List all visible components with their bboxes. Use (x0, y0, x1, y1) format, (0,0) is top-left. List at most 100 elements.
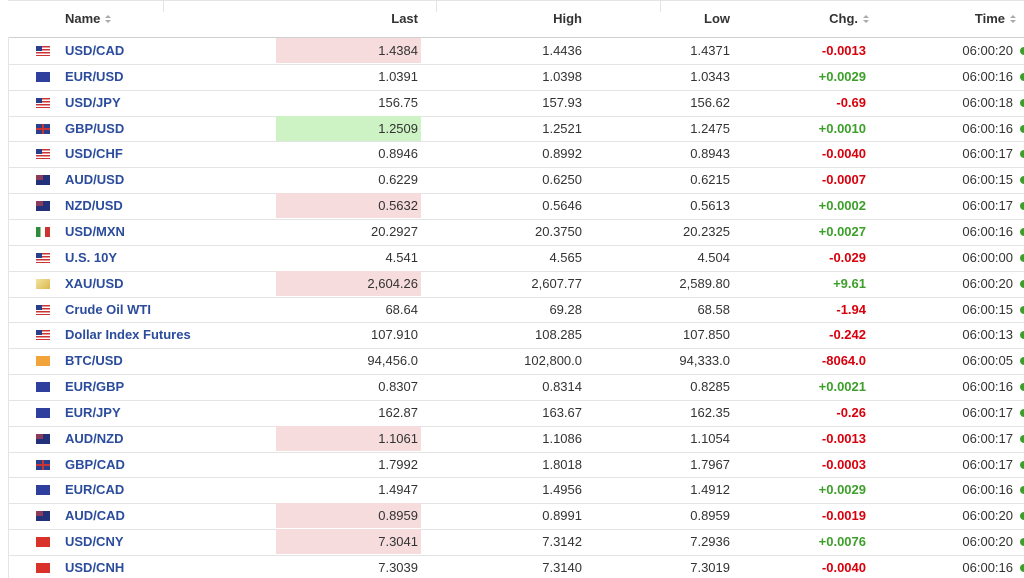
flag-icon (36, 97, 50, 108)
cell: 157.93 (542, 94, 582, 110)
cell: 06:00:16 (962, 379, 1013, 395)
change: -0.69 (836, 94, 866, 110)
column-header[interactable]: Chg. (740, 0, 870, 37)
column-header[interactable]: Time (880, 0, 1017, 37)
instrument-name[interactable]: GBP/USD (65, 120, 125, 136)
cell: 06:00:17 (962, 404, 1013, 420)
flag-icon (36, 459, 50, 470)
cell: 1.4912 (690, 482, 730, 498)
flag-icon (36, 511, 50, 522)
column-header[interactable]: Last (391, 11, 418, 26)
column-header[interactable]: Low (704, 11, 730, 26)
cell: 0.8943 (690, 146, 730, 162)
row-line (8, 477, 1024, 479)
cell: 7.2936 (690, 534, 730, 550)
flag-icon (36, 175, 50, 186)
instrument-name[interactable]: EUR/JPY (65, 404, 121, 420)
cell: 2,589.80 (679, 275, 730, 291)
sort-icon[interactable] (858, 11, 870, 26)
column-header[interactable]: Name (65, 0, 265, 37)
cell: 1.8018 (542, 456, 582, 472)
instrument-name[interactable]: EUR/GBP (65, 379, 125, 395)
status-dot (1020, 124, 1024, 133)
change: -0.0013 (821, 43, 866, 58)
row-line (8, 399, 1024, 401)
cell: 0.8307 (378, 379, 418, 395)
change: -1.94 (836, 301, 866, 317)
last-highlight (276, 529, 421, 555)
instrument-name[interactable]: AUD/USD (65, 172, 125, 188)
instrument-name[interactable]: USD/CAD (65, 43, 125, 58)
last-highlight (276, 193, 421, 219)
cell: 1.1086 (542, 430, 582, 446)
instrument-name[interactable]: NZD/USD (65, 198, 123, 214)
cell: 06:00:20 (962, 275, 1013, 291)
status-dot (1020, 383, 1024, 392)
cell: 06:00:16 (962, 560, 1013, 575)
cell: 0.5632 (378, 198, 418, 214)
instrument-name[interactable]: AUD/CAD (65, 508, 125, 524)
cell: 4.504 (697, 249, 730, 265)
cell: 0.6229 (378, 172, 418, 188)
row-line (8, 451, 1024, 453)
row-line (8, 89, 1024, 91)
instrument-name[interactable]: GBP/CAD (65, 456, 125, 472)
status-dot (1020, 486, 1024, 495)
instrument-name[interactable]: Dollar Index Futures (65, 327, 191, 343)
instrument-name[interactable]: USD/MXN (65, 223, 125, 239)
instrument-name[interactable]: USD/JPY (65, 94, 121, 110)
instrument-name[interactable]: XAU/USD (65, 275, 124, 291)
instrument-name[interactable]: Crude Oil WTI (65, 301, 151, 317)
cell: 1.2475 (690, 120, 730, 136)
cell: 69.28 (549, 301, 582, 317)
cell: 1.7992 (378, 456, 418, 472)
cell: 06:00:17 (962, 456, 1013, 472)
status-dot (1020, 150, 1024, 159)
instrument-name[interactable]: EUR/CAD (65, 482, 125, 498)
change: +0.0021 (818, 379, 866, 395)
row-line (8, 555, 1024, 556)
cell: 0.8991 (542, 508, 582, 524)
cell: 0.5646 (542, 198, 582, 214)
cell: 06:00:16 (962, 120, 1013, 136)
instrument-name[interactable]: U.S. 10Y (65, 249, 118, 265)
cell: 06:00:13 (962, 327, 1013, 343)
instrument-name[interactable]: AUD/NZD (65, 430, 124, 446)
cell: 7.3142 (542, 534, 582, 550)
change: -0.242 (829, 327, 866, 343)
flag-icon (36, 537, 50, 548)
column-header[interactable]: High (553, 11, 582, 26)
row-line (8, 115, 1024, 117)
cell: 7.3140 (542, 560, 582, 575)
instrument-name[interactable]: USD/CNH (65, 560, 125, 575)
row-line (8, 503, 1024, 505)
instrument-name[interactable]: BTC/USD (65, 353, 123, 369)
cell: 4.565 (549, 249, 582, 265)
change: -0.0040 (821, 146, 866, 162)
header-bottom-line (8, 37, 1024, 38)
cell: 0.8946 (378, 146, 418, 162)
last-highlight (276, 115, 421, 141)
cell: 06:00:15 (962, 172, 1013, 188)
cell: 68.64 (385, 301, 418, 317)
change: +0.0029 (818, 482, 866, 498)
sort-icon[interactable] (1005, 11, 1017, 26)
flag-icon (36, 201, 50, 212)
instrument-name[interactable]: USD/CNY (65, 534, 124, 550)
row-line (8, 348, 1024, 350)
cell: 162.35 (690, 404, 730, 420)
cell: 2,604.26 (367, 275, 418, 291)
flag-icon (36, 330, 50, 341)
flag-icon (36, 226, 50, 237)
instrument-name[interactable]: EUR/USD (65, 68, 124, 84)
cell: 108.285 (535, 327, 582, 343)
sort-icon[interactable] (100, 11, 112, 26)
flag-icon (36, 563, 50, 573)
instrument-name[interactable]: USD/CHF (65, 146, 123, 162)
cell: 163.67 (542, 404, 582, 420)
cell: 7.3041 (378, 534, 418, 550)
flag-icon (36, 71, 50, 82)
status-dot (1020, 408, 1024, 417)
status-dot (1020, 460, 1024, 469)
cell: 0.8285 (690, 379, 730, 395)
